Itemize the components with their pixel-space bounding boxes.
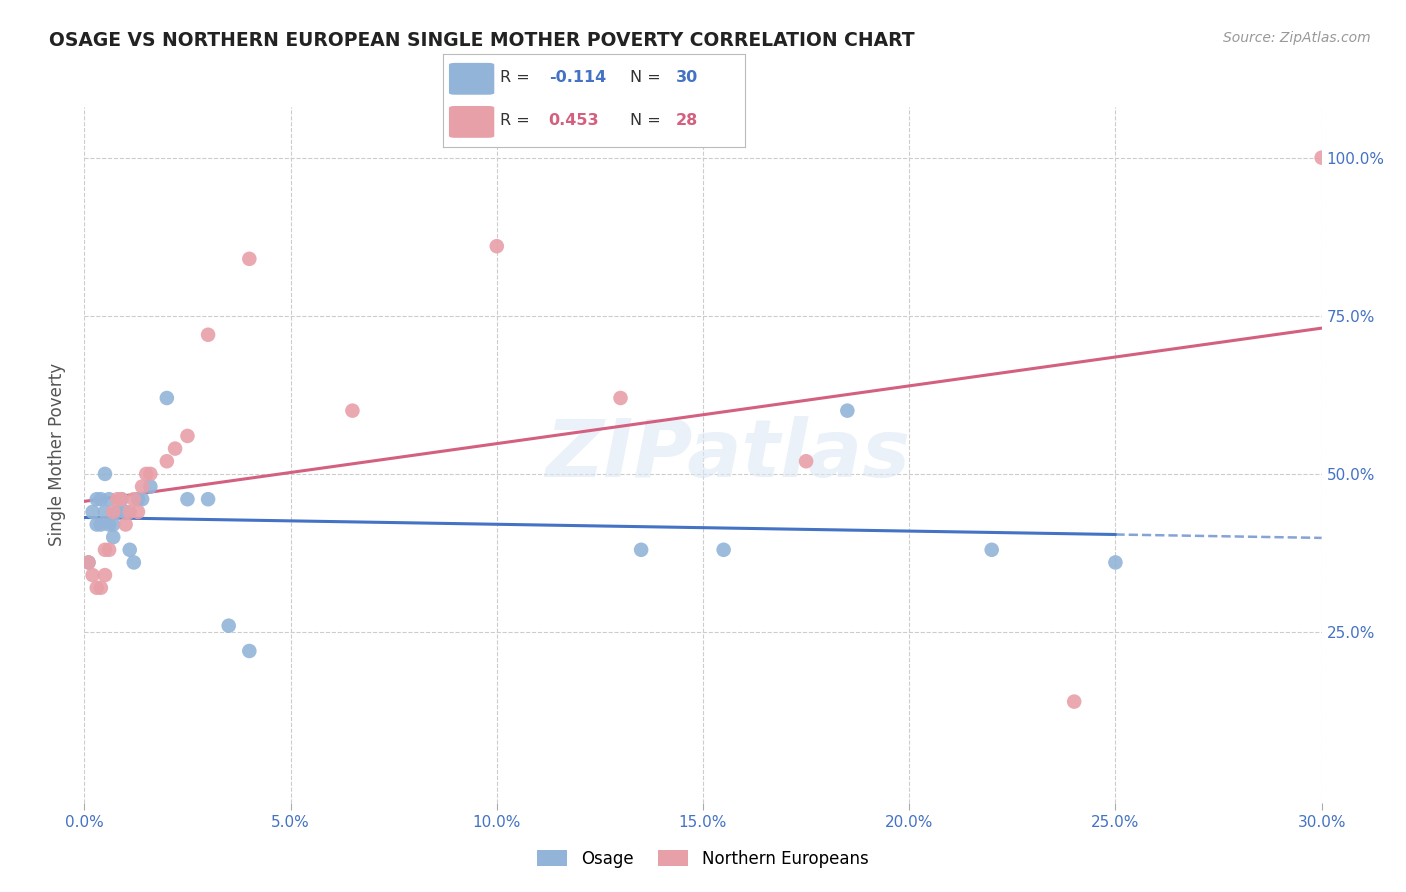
- Point: [837, 403, 859, 417]
- Point: [98, 517, 121, 532]
- Text: 0.453: 0.453: [548, 113, 599, 128]
- Point: [90, 517, 112, 532]
- Point: [98, 492, 121, 507]
- Point: [114, 517, 136, 532]
- Point: [176, 492, 198, 507]
- Y-axis label: Single Mother Poverty: Single Mother Poverty: [48, 363, 66, 547]
- Point: [118, 505, 141, 519]
- Point: [86, 581, 108, 595]
- Point: [82, 505, 104, 519]
- Point: [1104, 556, 1126, 570]
- Point: [94, 467, 117, 481]
- Point: [122, 556, 145, 570]
- Point: [86, 517, 108, 532]
- Point: [1063, 695, 1085, 709]
- Point: [77, 556, 100, 570]
- Point: [77, 556, 100, 570]
- Point: [110, 492, 132, 507]
- Text: 30: 30: [676, 70, 697, 86]
- Point: [114, 505, 136, 519]
- Point: [238, 252, 260, 266]
- Text: R =: R =: [501, 113, 536, 128]
- Point: [105, 505, 128, 519]
- Point: [135, 467, 157, 481]
- Point: [90, 581, 112, 595]
- Text: 28: 28: [676, 113, 697, 128]
- Point: [713, 542, 735, 557]
- Point: [98, 542, 121, 557]
- Point: [94, 542, 117, 557]
- Point: [118, 542, 141, 557]
- Point: [94, 568, 117, 582]
- FancyBboxPatch shape: [449, 106, 495, 138]
- Point: [90, 492, 112, 507]
- Point: [1310, 151, 1333, 165]
- Point: [103, 505, 125, 519]
- Point: [139, 479, 162, 493]
- Point: [609, 391, 631, 405]
- Point: [127, 505, 149, 519]
- Point: [156, 454, 179, 468]
- Text: R =: R =: [501, 70, 536, 86]
- Point: [82, 568, 104, 582]
- Point: [131, 479, 153, 493]
- Text: Source: ZipAtlas.com: Source: ZipAtlas.com: [1223, 31, 1371, 45]
- Point: [127, 492, 149, 507]
- Point: [110, 492, 132, 507]
- Point: [176, 429, 198, 443]
- Text: ZIPatlas: ZIPatlas: [546, 416, 910, 494]
- Point: [794, 454, 817, 468]
- Legend: Osage, Northern Europeans: Osage, Northern Europeans: [531, 843, 875, 874]
- Point: [197, 327, 219, 342]
- Point: [103, 517, 125, 532]
- Point: [103, 530, 125, 544]
- Point: [131, 492, 153, 507]
- Point: [218, 618, 240, 632]
- Point: [238, 644, 260, 658]
- Point: [980, 542, 1002, 557]
- Text: -0.114: -0.114: [548, 70, 606, 86]
- Text: OSAGE VS NORTHERN EUROPEAN SINGLE MOTHER POVERTY CORRELATION CHART: OSAGE VS NORTHERN EUROPEAN SINGLE MOTHER…: [49, 31, 915, 50]
- FancyBboxPatch shape: [449, 63, 495, 95]
- Point: [342, 403, 364, 417]
- Point: [86, 492, 108, 507]
- Point: [197, 492, 219, 507]
- Point: [156, 391, 179, 405]
- Point: [630, 542, 652, 557]
- Point: [94, 505, 117, 519]
- Point: [105, 492, 128, 507]
- Point: [165, 442, 187, 456]
- Text: N =: N =: [630, 113, 666, 128]
- Text: N =: N =: [630, 70, 666, 86]
- Point: [485, 239, 508, 253]
- Point: [122, 492, 145, 507]
- Point: [139, 467, 162, 481]
